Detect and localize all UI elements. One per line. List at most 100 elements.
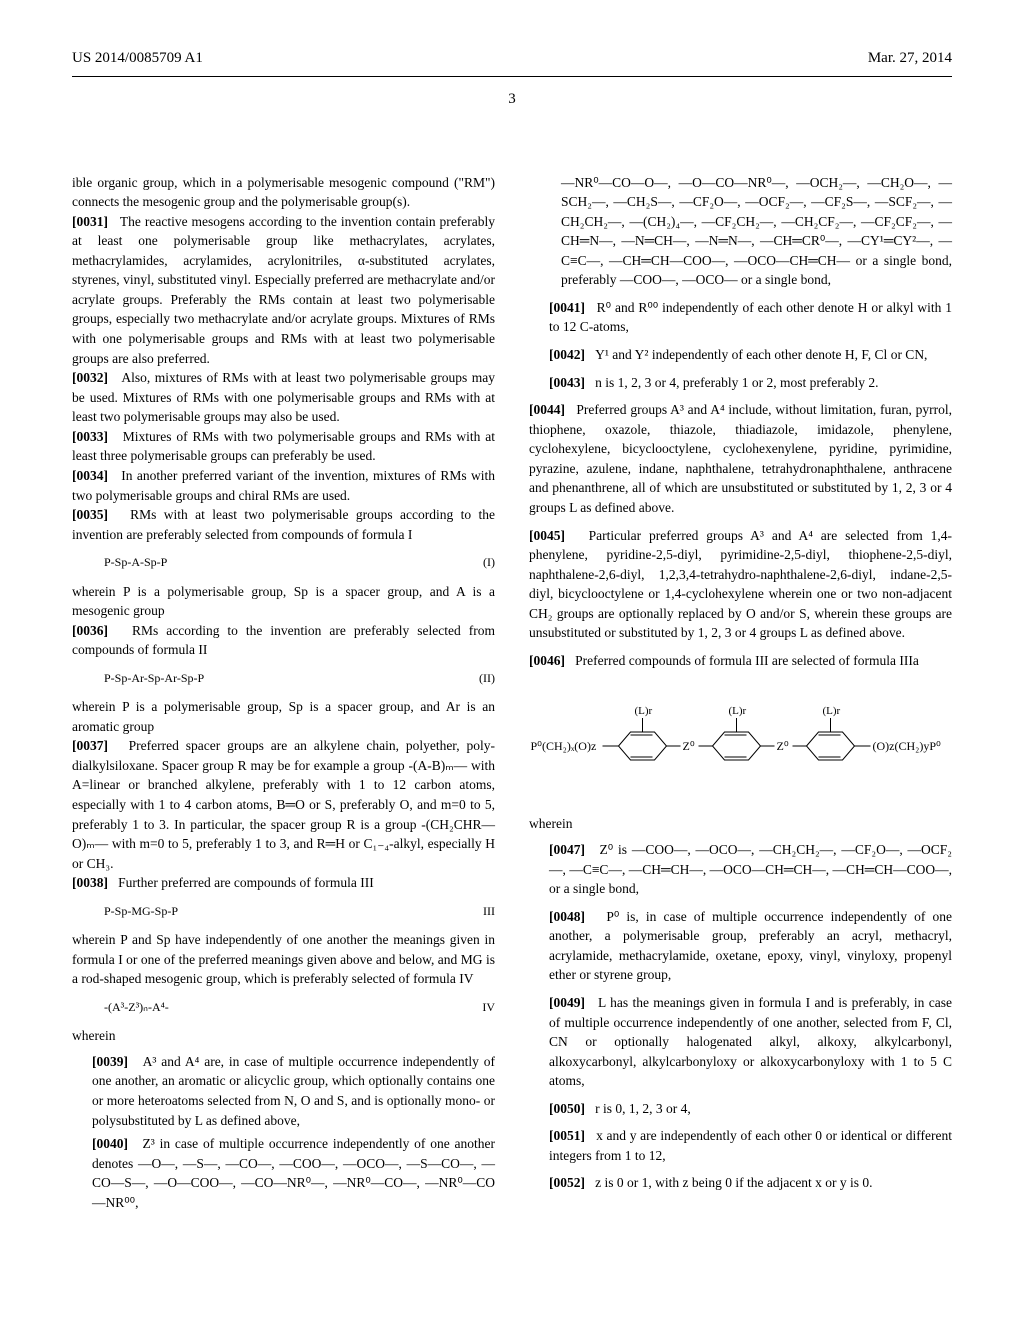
para-num-0043: [0043] bbox=[549, 375, 585, 390]
para-0035-after: wherein P is a polymerisable group, Sp i… bbox=[72, 582, 495, 621]
chem-right-label: (O)z(CH₂)yP⁰ bbox=[873, 739, 942, 753]
para-0047-text: Z⁰ is —COO—, —OCO—, —CH₂CH₂—, —CF₂O—, —O… bbox=[549, 842, 952, 896]
para-0037-text: Preferred spacer groups are an alkylene … bbox=[72, 738, 495, 870]
page-header: US 2014/0085709 A1 Mar. 27, 2014 bbox=[72, 48, 952, 77]
para-0050-text: r is 0, 1, 2, 3 or 4, bbox=[595, 1101, 691, 1116]
para-num-0036: [0036] bbox=[72, 623, 108, 638]
para-0044-text: Preferred groups A³ and A⁴ include, with… bbox=[529, 402, 952, 515]
para-num-0041: [0041] bbox=[549, 300, 585, 315]
para-num-0052: [0052] bbox=[549, 1175, 585, 1190]
formula-ii: P-Sp-Ar-Sp-Ar-Sp-P (II) bbox=[104, 670, 495, 687]
para-num-0039: [0039] bbox=[92, 1054, 128, 1069]
para-0032-text: Also, mixtures of RMs with at least two … bbox=[72, 370, 495, 424]
para-0049: [0049] L has the meanings given in formu… bbox=[549, 993, 952, 1091]
para-0048: [0048] P⁰ is, in case of multiple occurr… bbox=[549, 907, 952, 985]
para-num-0044: [0044] bbox=[529, 402, 565, 417]
para-0033-text: Mixtures of RMs with two polymerisable g… bbox=[72, 429, 495, 464]
left-column: ible organic group, which in a polymeris… bbox=[72, 173, 495, 1217]
formula-ii-text: P-Sp-Ar-Sp-Ar-Sp-P bbox=[104, 670, 204, 687]
para-0041-text: R⁰ and R⁰⁰ independently of each other d… bbox=[549, 300, 952, 335]
para-0040-continued: —NR⁰—CO—O—, —O—CO—NR⁰—, —OCH₂—, —CH₂O—, … bbox=[561, 173, 952, 290]
para-num-0047: [0047] bbox=[549, 842, 585, 857]
para-0044: [0044] Preferred groups A³ and A⁴ includ… bbox=[529, 400, 952, 517]
chem-lr2: (L)r bbox=[729, 705, 747, 717]
page-number: 3 bbox=[72, 89, 952, 111]
para-0042-text: Y¹ and Y² independently of each other de… bbox=[595, 347, 927, 362]
wherein-1: wherein bbox=[72, 1026, 495, 1046]
chem-left-label: P⁰(CH₂)ₓ(O)z bbox=[531, 739, 597, 753]
para-0052: [0052] z is 0 or 1, with z being 0 if th… bbox=[549, 1173, 952, 1193]
para-num-0048: [0048] bbox=[549, 909, 585, 924]
formula-iv: -(A³-Z³)ₙ-A⁴- IV bbox=[104, 999, 495, 1016]
formula-iii-number: III bbox=[483, 903, 495, 920]
chem-lr1: (L)r bbox=[635, 705, 653, 717]
chem-lr3: (L)r bbox=[823, 705, 841, 717]
para-0047: [0047] Z⁰ is —COO—, —OCO—, —CH₂CH₂—, —CF… bbox=[549, 840, 952, 899]
publication-number: US 2014/0085709 A1 bbox=[72, 48, 203, 70]
para-0038: [0038] Further preferred are compounds o… bbox=[72, 873, 495, 893]
para-0043: [0043] n is 1, 2, 3 or 4, preferably 1 o… bbox=[549, 373, 952, 393]
para-0048-text: P⁰ is, in case of multiple occurrence in… bbox=[549, 909, 952, 983]
para-num-0031: [0031] bbox=[72, 214, 108, 229]
para-0046: [0046] Preferred compounds of formula II… bbox=[529, 651, 952, 671]
para-0036: [0036] RMs according to the invention ar… bbox=[72, 621, 495, 660]
para-0051: [0051] x and y are independently of each… bbox=[549, 1126, 952, 1165]
formula-iii-text: P-Sp-MG-Sp-P bbox=[104, 903, 178, 920]
para-0033: [0033] Mixtures of RMs with two polymeri… bbox=[72, 427, 495, 466]
para-0049-text: L has the meanings given in formula I an… bbox=[549, 995, 952, 1088]
para-0038-after: wherein P and Sp have independently of o… bbox=[72, 930, 495, 989]
para-num-0049: [0049] bbox=[549, 995, 585, 1010]
para-0051-text: x and y are independently of each other … bbox=[549, 1128, 952, 1163]
para-0035-text: RMs with at least two polymerisable grou… bbox=[72, 507, 495, 542]
chem-z0-1: Z⁰ bbox=[683, 739, 695, 753]
para-0045-text: Particular preferred groups A³ and A⁴ ar… bbox=[529, 528, 952, 641]
chem-z0-2: Z⁰ bbox=[777, 739, 789, 753]
para-0032: [0032] Also, mixtures of RMs with at lea… bbox=[72, 368, 495, 427]
para-num-0034: [0034] bbox=[72, 468, 108, 483]
para-num-0051: [0051] bbox=[549, 1128, 585, 1143]
wherein-2: wherein bbox=[529, 814, 952, 834]
para-0039: [0039] A³ and A⁴ are, in case of multipl… bbox=[92, 1052, 495, 1130]
formula-iv-number: IV bbox=[482, 999, 495, 1016]
para-num-0045: [0045] bbox=[529, 528, 565, 543]
para-num-0037: [0037] bbox=[72, 738, 108, 753]
para-0040-text: Z³ in case of multiple occurrence indepe… bbox=[92, 1136, 495, 1210]
para-0036-text: RMs according to the invention are prefe… bbox=[72, 623, 495, 658]
para-num-0033: [0033] bbox=[72, 429, 108, 444]
para-0042: [0042] Y¹ and Y² independently of each o… bbox=[549, 345, 952, 365]
para-0038-text: Further preferred are compounds of formu… bbox=[118, 875, 374, 890]
para-continued: ible organic group, which in a polymeris… bbox=[72, 173, 495, 212]
formula-i-text: P-Sp-A-Sp-P bbox=[104, 554, 167, 571]
para-num-0042: [0042] bbox=[549, 347, 585, 362]
para-0037: [0037] Preferred spacer groups are an al… bbox=[72, 736, 495, 873]
para-0034-text: In another preferred variant of the inve… bbox=[72, 468, 495, 503]
para-0036-after: wherein P is a polymerisable group, Sp i… bbox=[72, 697, 495, 736]
para-0041: [0041] R⁰ and R⁰⁰ independently of each … bbox=[549, 298, 952, 337]
para-0050: [0050] r is 0, 1, 2, 3 or 4, bbox=[549, 1099, 952, 1119]
formula-ii-number: (II) bbox=[479, 670, 495, 687]
para-0046-text: Preferred compounds of formula III are s… bbox=[575, 653, 919, 668]
para-num-0046: [0046] bbox=[529, 653, 565, 668]
para-0052-text: z is 0 or 1, with z being 0 if the adjac… bbox=[595, 1175, 872, 1190]
formula-iiia-diagram: P⁰(CH₂)ₓ(O)z (L)r Z⁰ (L)r bbox=[529, 694, 952, 790]
para-0039-text: A³ and A⁴ are, in case of multiple occur… bbox=[92, 1054, 495, 1128]
para-num-0035: [0035] bbox=[72, 507, 108, 522]
chem-structure-svg: P⁰(CH₂)ₓ(O)z (L)r Z⁰ (L)r bbox=[529, 694, 952, 790]
para-0045: [0045] Particular preferred groups A³ an… bbox=[529, 526, 952, 643]
para-num-0032: [0032] bbox=[72, 370, 108, 385]
para-num-0050: [0050] bbox=[549, 1101, 585, 1116]
publication-date: Mar. 27, 2014 bbox=[868, 48, 952, 70]
body-columns: ible organic group, which in a polymeris… bbox=[72, 173, 952, 1217]
para-0031: [0031] The reactive mesogens according t… bbox=[72, 212, 495, 369]
para-0040: [0040] Z³ in case of multiple occurrence… bbox=[92, 1134, 495, 1212]
para-0034: [0034] In another preferred variant of t… bbox=[72, 466, 495, 505]
para-0031-text: The reactive mesogens according to the i… bbox=[72, 214, 495, 366]
para-0043-text: n is 1, 2, 3 or 4, preferably 1 or 2, mo… bbox=[595, 375, 878, 390]
formula-i: P-Sp-A-Sp-P (I) bbox=[104, 554, 495, 571]
para-num-0038: [0038] bbox=[72, 875, 108, 890]
para-num-0040: [0040] bbox=[92, 1136, 128, 1151]
right-column: —NR⁰—CO—O—, —O—CO—NR⁰—, —OCH₂—, —CH₂O—, … bbox=[529, 173, 952, 1217]
formula-iii: P-Sp-MG-Sp-P III bbox=[104, 903, 495, 920]
formula-iv-text: -(A³-Z³)ₙ-A⁴- bbox=[104, 999, 169, 1016]
para-0035: [0035] RMs with at least two polymerisab… bbox=[72, 505, 495, 544]
